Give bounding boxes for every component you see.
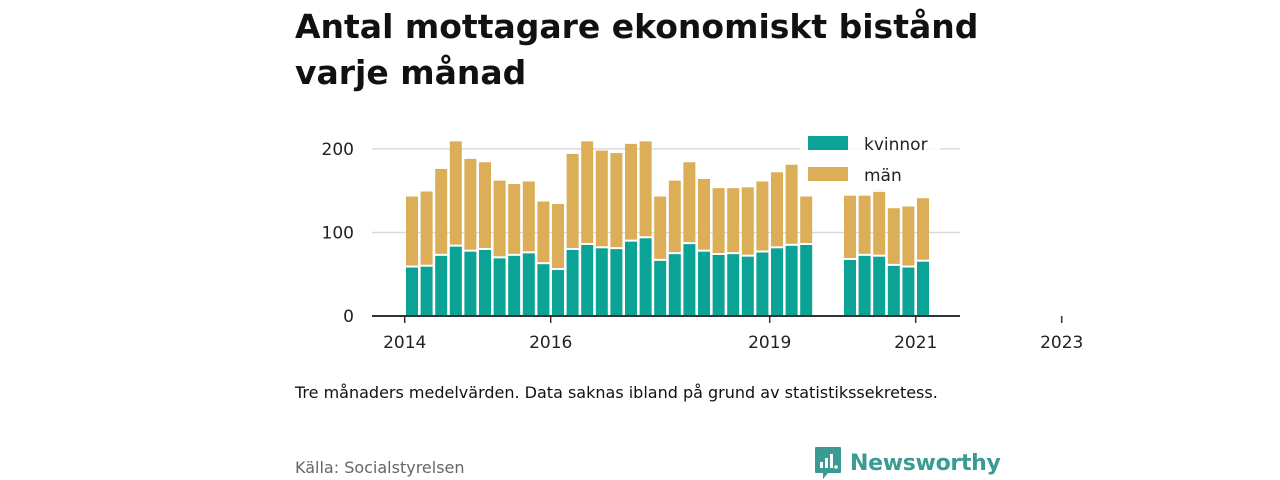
bar-kvinnor — [712, 255, 725, 316]
bar-kvinnor — [771, 248, 783, 316]
bar-man — [858, 195, 871, 254]
bar-kvinnor — [756, 252, 769, 316]
bar-kvinnor — [581, 244, 594, 316]
bar-man — [581, 141, 594, 243]
bar-kvinnor — [683, 244, 696, 316]
bar-kvinnor — [522, 253, 535, 316]
bar-kvinnor — [566, 249, 579, 316]
bar-man — [844, 195, 856, 259]
bar-man — [902, 206, 915, 266]
legend-swatch — [808, 167, 848, 181]
bar-man — [595, 150, 608, 247]
bar-kvinnor — [698, 251, 710, 316]
y-tick-label: 200 — [322, 140, 354, 160]
y-tick-label: 0 — [343, 307, 354, 327]
bar-kvinnor — [625, 241, 637, 316]
bar-kvinnor — [406, 267, 418, 316]
bar-man — [537, 201, 550, 263]
bar-man — [712, 188, 725, 254]
bar-man — [610, 153, 623, 248]
brand-name: Newsworthy — [850, 450, 1001, 476]
bar-man — [508, 183, 521, 254]
bar-man — [756, 181, 769, 251]
bar-man — [420, 191, 433, 265]
bar-kvinnor — [887, 265, 900, 316]
x-tick-label: 2021 — [894, 333, 937, 353]
bar-man — [771, 172, 783, 247]
bar-man — [800, 196, 813, 243]
bars — [406, 141, 929, 316]
bar-kvinnor — [858, 255, 871, 316]
bar-kvinnor — [639, 238, 652, 316]
brand-logo: Newsworthy — [814, 446, 1001, 480]
x-tick-label: 2023 — [1040, 333, 1083, 353]
legend-label: kvinnor — [864, 135, 928, 155]
bar-kvinnor — [479, 249, 491, 316]
bar-kvinnor — [902, 267, 915, 316]
bar-man — [566, 153, 579, 248]
axes: 0 100 200 2014 2016 2019 2021 2023 — [322, 140, 1084, 353]
bar-kvinnor — [800, 244, 813, 316]
bar-kvinnor — [654, 260, 667, 316]
bar-man — [449, 141, 462, 245]
bar-kvinnor — [552, 270, 564, 316]
bar-man — [741, 187, 754, 255]
bar-man — [917, 198, 929, 260]
bar-kvinnor — [595, 248, 608, 316]
bar-kvinnor — [917, 261, 929, 316]
y-tick-label: 100 — [322, 223, 354, 243]
bar-kvinnor — [668, 254, 681, 316]
legend: kvinnor män — [800, 128, 940, 192]
bar-kvinnor — [873, 256, 886, 316]
bar-man — [654, 196, 667, 259]
bar-kvinnor — [785, 245, 798, 316]
bar-man — [522, 181, 535, 252]
bar-kvinnor — [464, 251, 477, 316]
legend-swatch — [808, 136, 848, 150]
bar-man — [464, 158, 477, 250]
bar-kvinnor — [508, 255, 521, 316]
bar-kvinnor — [449, 246, 462, 316]
bar-man — [727, 188, 740, 253]
bar-man — [887, 208, 900, 264]
stacked-bar-chart: 0 100 200 2014 2016 2019 2021 2023 kvinnor män — [321, 128, 1084, 353]
bar-man — [479, 162, 491, 248]
bar-man — [873, 189, 886, 255]
chart-note: Tre månaders medelvärden. Data saknas ib… — [295, 383, 938, 402]
bar-kvinnor — [610, 249, 623, 316]
bar-man — [668, 180, 681, 253]
bar-man — [639, 141, 652, 237]
bar-kvinnor — [537, 264, 550, 316]
bar-kvinnor — [741, 256, 754, 316]
x-tick-label: 2016 — [529, 333, 572, 353]
newsworthy-logo-icon — [815, 447, 841, 479]
bar-kvinnor — [435, 255, 448, 316]
bar-kvinnor — [420, 266, 433, 316]
bar-kvinnor — [727, 254, 740, 316]
x-tick-label: 2019 — [748, 333, 791, 353]
bar-man — [493, 180, 506, 257]
legend-label: män — [864, 166, 902, 186]
x-tick-label: 2014 — [383, 333, 426, 353]
bar-man — [625, 143, 637, 240]
bar-man — [785, 164, 798, 244]
bar-man — [406, 196, 418, 266]
bar-kvinnor — [493, 258, 506, 316]
chart-title: Antal mottagare ekonomiskt bistånd varje… — [295, 7, 979, 92]
source-text: Källa: Socialstyrelsen — [295, 458, 465, 477]
bar-kvinnor — [844, 260, 856, 316]
bar-man — [683, 162, 696, 243]
bar-man — [552, 204, 564, 269]
bar-man — [698, 178, 710, 250]
bar-man — [435, 168, 448, 254]
